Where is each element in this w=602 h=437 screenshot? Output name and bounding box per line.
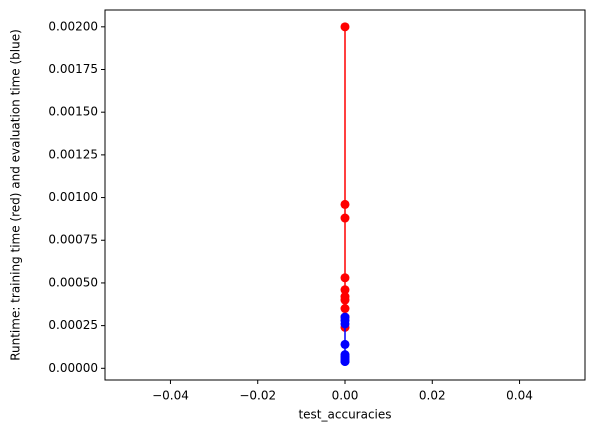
y-tick-label: 0.00000 [48, 361, 98, 375]
data-point [340, 304, 350, 314]
data-point [340, 356, 350, 366]
data-point [340, 199, 350, 209]
x-axis-label: test_accuracies [298, 408, 391, 422]
y-tick-label: 0.00125 [48, 147, 98, 161]
x-tick-label: −0.02 [239, 389, 276, 403]
y-axis-label: Runtime: training time (red) and evaluat… [9, 29, 23, 361]
data-point [340, 22, 350, 32]
data-point [340, 213, 350, 223]
y-tick-label: 0.00200 [48, 19, 98, 33]
y-tick-label: 0.00025 [48, 318, 98, 332]
data-point [340, 295, 350, 305]
y-tick-label: 0.00100 [48, 190, 98, 204]
y-tick-label: 0.00175 [48, 62, 98, 76]
data-point [340, 285, 350, 295]
data-point [340, 339, 350, 349]
y-tick-label: 0.00150 [48, 105, 98, 119]
x-tick-label: −0.04 [152, 389, 189, 403]
y-tick-label: 0.00050 [48, 275, 98, 289]
x-tick-label: 0.02 [419, 389, 446, 403]
x-tick-label: 0.04 [506, 389, 533, 403]
y-tick-label: 0.00075 [48, 233, 98, 247]
x-tick-label: 0.00 [332, 389, 359, 403]
data-point [340, 273, 350, 283]
data-point [340, 319, 350, 329]
